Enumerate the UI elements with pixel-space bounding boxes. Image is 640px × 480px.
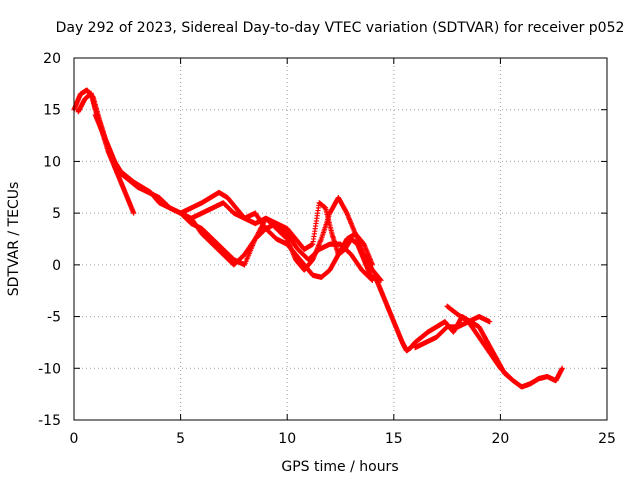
y-tick-label: -5 xyxy=(47,310,61,326)
x-tick-label: 15 xyxy=(385,431,403,447)
x-tick-label: 5 xyxy=(176,431,185,447)
series-track-3 xyxy=(93,112,375,280)
chart: Day 292 of 2023, Sidereal Day-to-day VTE… xyxy=(0,0,640,480)
x-tick-label: 0 xyxy=(70,431,79,447)
plot-frame xyxy=(74,58,607,420)
x-tick-label: 20 xyxy=(491,431,509,447)
grid xyxy=(74,58,607,420)
y-tick-label: -15 xyxy=(38,413,61,429)
series-track-7 xyxy=(445,304,493,325)
series-track-6 xyxy=(413,319,514,381)
y-tick-label: 5 xyxy=(52,206,61,222)
data-points xyxy=(71,87,564,389)
y-tick-label: 0 xyxy=(52,258,61,274)
y-tick-label: 10 xyxy=(43,154,61,170)
y-tick-label: -10 xyxy=(38,361,61,377)
x-axis-label: GPS time / hours xyxy=(281,459,398,475)
x-tick-label: 25 xyxy=(598,431,616,447)
axis-ticks xyxy=(74,58,607,420)
y-tick-label: 15 xyxy=(43,103,61,119)
y-tick-label: 20 xyxy=(43,51,61,67)
tick-labels: 0 5 10 15 20 25 -15 -10 -5 0 5 10 15 20 xyxy=(38,51,616,447)
series-track-2 xyxy=(76,91,137,216)
series-track-1 xyxy=(71,87,564,389)
chart-title: Day 292 of 2023, Sidereal Day-to-day VTE… xyxy=(56,20,625,36)
y-axis-label: SDTVAR / TECUs xyxy=(6,182,22,297)
x-tick-label: 10 xyxy=(278,431,296,447)
